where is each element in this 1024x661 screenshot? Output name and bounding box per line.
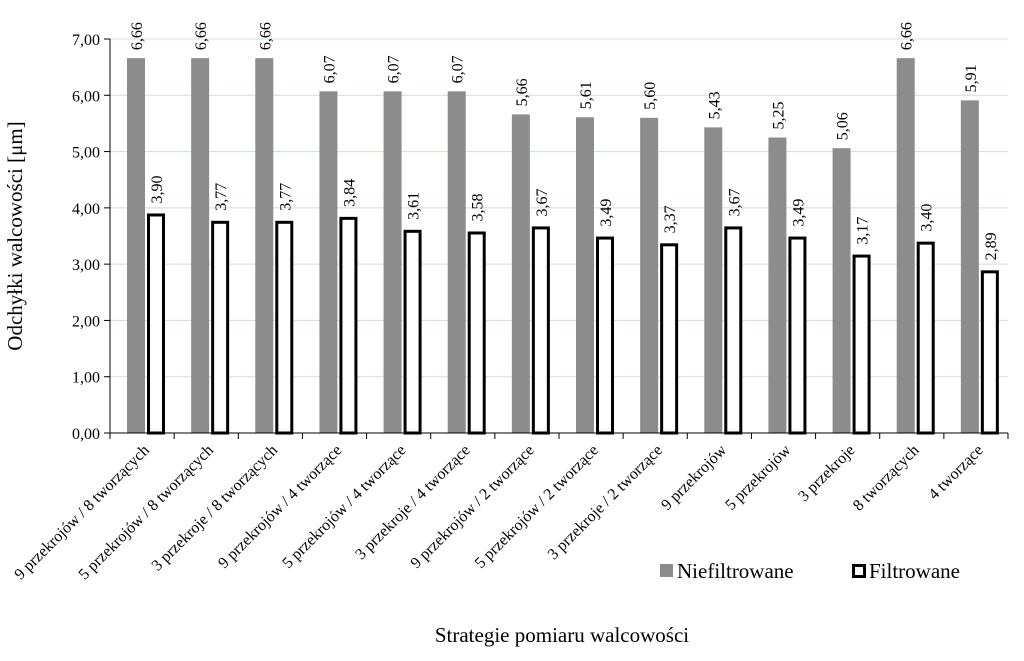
data-label-niefiltrowane: 5,43 [706, 91, 723, 119]
gridlines [110, 38, 1008, 378]
data-label-filtrowane: 3,90 [149, 175, 166, 203]
bar-filtrowane [916, 241, 935, 435]
data-label-filtrowane: 3,37 [662, 205, 679, 233]
bar-filtrowane [403, 229, 422, 435]
y-tick-label: 7,00 [72, 32, 100, 49]
data-label-niefiltrowane: 5,25 [770, 102, 787, 130]
legend: Niefiltrowane Filtrowane [660, 559, 960, 583]
bar-niefiltrowane [704, 127, 723, 434]
y-tick-label: 1,00 [72, 370, 100, 387]
y-tick-label: 4,00 [72, 201, 100, 218]
y-tick-label: 2,00 [72, 313, 100, 330]
data-label-filtrowane: 3,77 [277, 183, 294, 211]
data-label-niefiltrowane: 6,07 [321, 55, 338, 83]
x-category-label: 9 przekrojów / 4 tworzące [215, 442, 345, 572]
bar-filtrowane [467, 231, 486, 435]
legend-label-filtrowane: Filtrowane [869, 559, 960, 583]
data-label-filtrowane: 3,49 [790, 199, 807, 227]
x-category-label: 9 przekrojów / 8 tworzących [11, 442, 152, 583]
x-category-label: 4 tworzące [925, 442, 986, 503]
bar-niefiltrowane [896, 58, 915, 433]
legend-swatch-niefiltrowane [660, 564, 673, 577]
x-category-label: 3 przekroje / 4 tworzące [352, 442, 473, 563]
y-tick-label: 0,00 [72, 426, 100, 443]
bar-niefiltrowane [960, 100, 979, 433]
bar-filtrowane [531, 226, 550, 435]
bar-filtrowane [980, 270, 999, 435]
data-label-niefiltrowane: 6,66 [257, 22, 274, 50]
data-label-niefiltrowane: 6,66 [193, 22, 210, 50]
data-label-filtrowane: 3,67 [726, 188, 743, 216]
x-category-label: 5 przekrojów / 4 tworzące [279, 442, 409, 572]
bar-niefiltrowane [191, 58, 210, 433]
bar-filtrowane [596, 236, 614, 435]
data-label-filtrowane: 3,77 [213, 183, 230, 211]
data-label-niefiltrowane: 5,06 [835, 112, 852, 140]
data-label-filtrowane: 2,89 [983, 232, 1000, 260]
y-axis-title: Odchyłki walcowości [μm] [3, 121, 27, 350]
bar-niefiltrowane [383, 91, 402, 434]
x-category-label: 9 przekrojów / 2 tworzące [408, 442, 538, 572]
bar-filtrowane [147, 213, 165, 435]
data-label-niefiltrowane: 5,61 [578, 81, 595, 109]
data-label-filtrowane: 3,40 [919, 204, 936, 232]
bar-filtrowane [660, 243, 679, 435]
data-label-niefiltrowane: 6,66 [129, 22, 146, 50]
data-label-niefiltrowane: 6,07 [450, 55, 467, 83]
y-tick-label: 3,00 [72, 257, 100, 274]
y-tick-label: 5,00 [72, 145, 100, 162]
x-category-label: 5 przekrojów [722, 441, 794, 513]
bar-filtrowane [788, 236, 807, 435]
x-category-label: 9 przekrojów [658, 441, 730, 513]
bar-niefiltrowane [768, 137, 787, 433]
bar-niefiltrowane [576, 117, 594, 433]
x-axis-title: Strategie pomiaru walcowości [435, 623, 689, 647]
bar-niefiltrowane [511, 114, 530, 434]
data-labels: 6,66 3,90 6,66 3,77 6,66 3,77 6,07 3,84 6,07 3,61… [129, 22, 1000, 260]
x-category-label: 5 przekrojów / 8 tworzących [76, 442, 217, 583]
data-label-filtrowane: 3,84 [341, 179, 358, 207]
legend-label-niefiltrowane: Niefiltrowane [677, 559, 794, 583]
data-label-filtrowane: 3,49 [598, 199, 615, 227]
data-label-filtrowane: 3,67 [534, 188, 551, 216]
data-label-niefiltrowane: 5,91 [963, 64, 980, 92]
bar-filtrowane [724, 226, 743, 435]
bar-filtrowane [339, 216, 358, 435]
bar-niefiltrowane [319, 91, 338, 434]
x-category-label: 8 tworzących [850, 442, 923, 515]
y-tick-label: 6,00 [72, 88, 100, 105]
bar-filtrowane [211, 220, 230, 435]
bar-filtrowane [275, 220, 294, 435]
data-label-filtrowane: 3,61 [406, 192, 423, 220]
data-label-niefiltrowane: 6,07 [386, 55, 403, 83]
bar-niefiltrowane [447, 91, 466, 434]
x-category-label: 3 przekroje / 8 tworzących [149, 442, 282, 575]
bar-niefiltrowane [832, 148, 851, 434]
x-category-label: 3 przekroje [795, 442, 858, 505]
data-label-filtrowane: 3,17 [855, 217, 872, 245]
bar-niefiltrowane [127, 58, 145, 433]
data-label-niefiltrowane: 5,60 [642, 82, 659, 110]
x-category-label: 3 przekroje / 2 tworzące [545, 442, 666, 563]
legend-swatch-filtrowane [852, 564, 866, 578]
bar-filtrowane [852, 254, 871, 435]
x-category-label: 5 przekrojów / 2 tworzące [472, 442, 602, 572]
bar-niefiltrowane [255, 58, 274, 433]
data-label-niefiltrowane: 5,66 [514, 78, 531, 106]
bars [127, 58, 999, 435]
bar-niefiltrowane [640, 117, 659, 434]
data-label-filtrowane: 3,58 [470, 193, 487, 221]
data-label-niefiltrowane: 6,66 [899, 22, 916, 50]
